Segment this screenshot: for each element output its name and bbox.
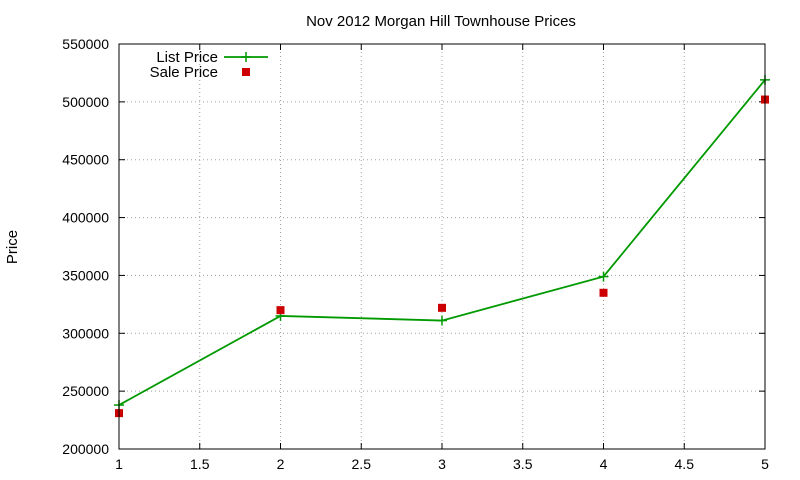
- plot-frame: [118, 43, 766, 450]
- series-list-price: [114, 74, 770, 411]
- x-tick-label: 4.5: [675, 456, 695, 472]
- x-tick-label: 1.5: [190, 456, 210, 472]
- x-tick-label: 5: [761, 456, 769, 472]
- data-point: [276, 306, 285, 315]
- data-point: [437, 315, 447, 326]
- chart-title: Nov 2012 Morgan Hill Townhouse Prices: [306, 13, 576, 30]
- x-tick-label: 2.5: [352, 456, 372, 472]
- legend-marker: [242, 68, 250, 76]
- y-axis-title: Price: [4, 230, 21, 264]
- y-tick-label: 300000: [62, 325, 109, 341]
- axis-ticks: 1 1.5 2 2.5 3 3.5 4 4.5 5 200000 250000 300000 35000…: [62, 36, 769, 472]
- x-tick-label: 3: [438, 456, 446, 472]
- series-layer: [114, 74, 770, 418]
- y-tick-label: 450000: [62, 152, 109, 168]
- y-tick-label: 400000: [62, 210, 109, 226]
- data-point: [599, 288, 608, 297]
- grid: [119, 44, 765, 449]
- legend-label: List Price: [156, 49, 218, 66]
- y-tick-label: 200000: [62, 441, 109, 457]
- x-tick-label: 2: [277, 456, 285, 472]
- y-tick-label: 250000: [62, 383, 109, 399]
- x-tick-label: 4: [600, 456, 608, 472]
- x-tick-label: 1: [115, 456, 123, 472]
- y-tick-label: 550000: [62, 36, 109, 52]
- data-point: [598, 271, 609, 282]
- y-tick-label: 350000: [62, 267, 109, 283]
- legend-marker: [241, 52, 251, 62]
- y-tick-label: 500000: [62, 94, 109, 110]
- data-point: [438, 303, 446, 312]
- x-tick-label: 3.5: [513, 456, 533, 472]
- legend-label: Sale Price: [150, 64, 218, 81]
